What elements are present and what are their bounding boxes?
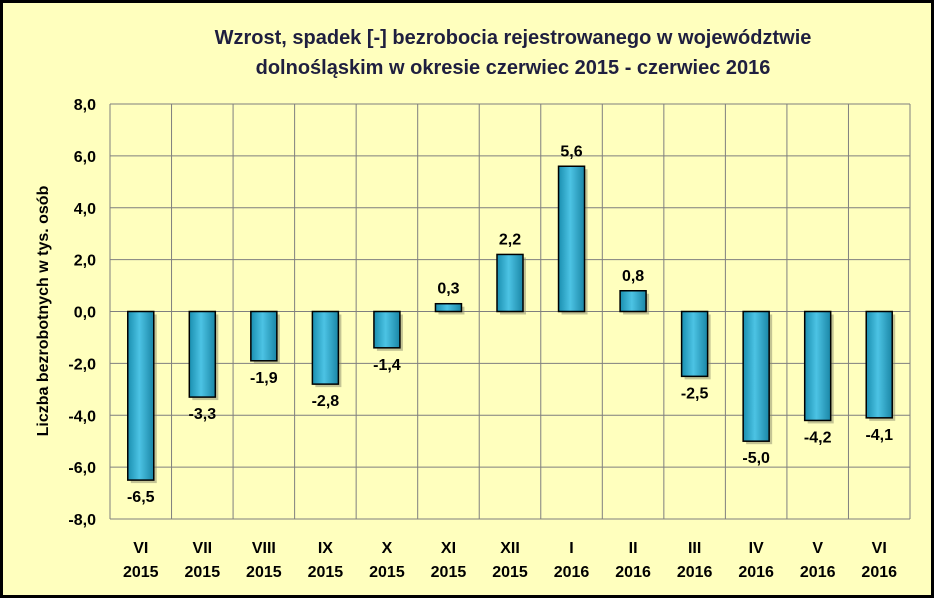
x-tick-month: VI	[133, 540, 148, 557]
y-tick-label: -2,0	[68, 356, 96, 373]
x-tick-month: II	[629, 540, 638, 557]
x-tick-year: 2015	[369, 564, 405, 581]
y-tick-label: -6,0	[68, 460, 96, 477]
data-label: -4,2	[804, 429, 832, 446]
data-label: -6,5	[127, 489, 155, 506]
data-label: -4,1	[865, 427, 893, 444]
data-label: -3,3	[189, 406, 217, 423]
bar	[311, 310, 340, 385]
y-axis-label: Liczba bezrobotnych w tys. osób	[35, 185, 52, 436]
data-label: -2,8	[312, 393, 340, 410]
x-tick-year: 2015	[308, 564, 344, 581]
y-axis-ticks: 8,0 6,0 4,0 2,0 0,0 -2,0 -4,0 -6,0 -8,0	[68, 97, 96, 529]
bar	[250, 310, 278, 362]
bars	[127, 165, 896, 484]
x-tick-year: 2016	[615, 564, 651, 581]
x-tick-month: VII	[193, 540, 213, 557]
x-tick-month: XII	[500, 540, 520, 557]
x-tick-month: XI	[441, 540, 456, 557]
x-tick-year: 2016	[677, 564, 713, 581]
bar	[680, 310, 709, 378]
data-label: -5,0	[742, 450, 770, 467]
chart-title-line1: Wzrost, spadek [-] bezrobocia rejestrowa…	[214, 27, 812, 49]
x-tick-year: 2015	[246, 564, 282, 581]
bar	[742, 310, 770, 442]
bar	[127, 310, 155, 481]
y-tick-label: 2,0	[74, 253, 96, 270]
x-tick-month: VIII	[252, 540, 276, 557]
data-label: -2,5	[681, 385, 709, 402]
data-labels: -6,5 -3,3 -1,9 -2,8 -1,4 0,3 2,2 5,6 0,8 -2,5 -5,0…	[127, 143, 893, 506]
bar	[557, 165, 586, 313]
x-tick-month: IX	[318, 540, 333, 557]
y-tick-label: 4,0	[74, 201, 96, 218]
data-label: -1,9	[250, 370, 278, 387]
bar	[619, 290, 647, 313]
x-tick-year: 2016	[738, 564, 774, 581]
bar	[434, 302, 463, 313]
chart-title: Wzrost, spadek [-] bezrobocia rejestrowa…	[83, 23, 934, 83]
data-label: 2,2	[499, 231, 521, 248]
data-label: 0,3	[437, 281, 459, 298]
data-label: -1,4	[373, 357, 401, 374]
y-tick-label: 0,0	[74, 305, 96, 322]
x-tick-year: 2016	[554, 564, 590, 581]
x-tick-month: IV	[749, 540, 764, 557]
y-tick-label: -4,0	[68, 408, 96, 425]
data-label: 5,6	[560, 143, 582, 160]
x-tick-month: III	[688, 540, 701, 557]
x-axis-ticks: VI2015VII2015VIII2015IX2015X2015XI2015XI…	[123, 540, 897, 581]
y-tick-label: 8,0	[74, 97, 96, 114]
y-tick-label: -8,0	[68, 512, 96, 529]
y-tick-label: 6,0	[74, 149, 96, 166]
bar	[496, 253, 524, 313]
x-tick-year: 2015	[492, 564, 528, 581]
x-tick-year: 2015	[185, 564, 221, 581]
bar	[803, 310, 832, 422]
bar	[188, 310, 217, 398]
x-tick-year: 2015	[431, 564, 467, 581]
x-tick-month: I	[569, 540, 573, 557]
x-tick-month: V	[812, 540, 823, 557]
x-tick-year: 2016	[861, 564, 897, 581]
x-tick-month: X	[382, 540, 393, 557]
bar	[373, 310, 401, 349]
data-label: 0,8	[622, 268, 644, 285]
x-tick-year: 2016	[800, 564, 836, 581]
chart-title-line2: dolnośląskim w okresie czerwiec 2015 - c…	[255, 57, 771, 79]
bar	[865, 310, 893, 419]
x-tick-month: VI	[872, 540, 887, 557]
x-tick-year: 2015	[123, 564, 159, 581]
